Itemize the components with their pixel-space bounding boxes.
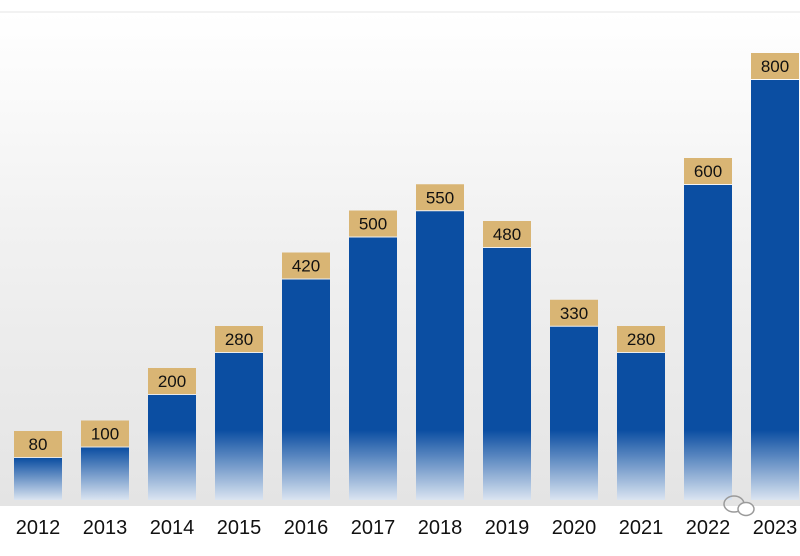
bar-reflection-2020: [550, 430, 598, 500]
bar-reflection-2013: [81, 447, 129, 500]
bar-reflection-2023: [751, 430, 799, 500]
data-labels-layer: 80 100 200 280 420 500 550 480 330 280 600 800: [14, 53, 799, 457]
x-tick-2021: 2021: [619, 517, 664, 539]
bar-reflection-2016: [282, 430, 330, 500]
data-label-box-2017: [349, 210, 397, 237]
data-label-box-2018: [416, 184, 464, 211]
data-label-box-2019: [483, 221, 531, 247]
data-label-2022: 600: [694, 162, 722, 181]
data-label-2017: 500: [359, 215, 387, 234]
data-label-2020: 330: [560, 304, 588, 323]
x-tick-2012: 2012: [16, 517, 61, 539]
bars-layer: [14, 80, 799, 500]
x-tick-2016: 2016: [284, 517, 329, 539]
data-label-2023: 800: [761, 57, 789, 76]
data-label-box-2022: [684, 158, 732, 184]
data-label-box-2012: [14, 431, 62, 457]
data-label-2021: 280: [627, 330, 655, 349]
plot-background: [0, 12, 800, 506]
data-label-2016: 420: [292, 257, 320, 276]
data-label-box-2015: [215, 326, 263, 352]
data-label-2014: 200: [158, 372, 186, 391]
bar-reflection-2018: [416, 430, 464, 500]
data-label-box-2023: [751, 53, 799, 79]
x-tick-2018: 2018: [418, 517, 463, 539]
data-label-2013: 100: [91, 425, 119, 444]
data-label-2012: 80: [29, 435, 48, 454]
x-axis-ticks: 2012 2013 2014 2015 2016 2017 2018 2019 2020 2021…: [16, 517, 798, 539]
bar-reflection-2012: [14, 458, 62, 500]
bar-reflection-2015: [215, 430, 263, 500]
data-label-box-2016: [282, 252, 330, 279]
x-tick-2020: 2020: [552, 517, 597, 539]
x-tick-2014: 2014: [150, 517, 195, 539]
data-label-box-2020: [550, 299, 598, 326]
x-tick-2019: 2019: [485, 517, 530, 539]
data-label-2015: 280: [225, 330, 253, 349]
x-tick-2017: 2017: [351, 517, 396, 539]
x-tick-2015: 2015: [217, 517, 262, 539]
x-tick-2022: 2022: [686, 517, 731, 539]
x-tick-2013: 2013: [83, 517, 128, 539]
bar-reflection-2017: [349, 430, 397, 500]
watermark-logo: [723, 495, 755, 517]
data-label-box-2021: [617, 326, 665, 352]
bar-reflection-2022: [684, 430, 732, 500]
x-tick-2023: 2023: [753, 517, 798, 539]
bar-reflection-2021: [617, 430, 665, 500]
data-label-2018: 550: [426, 188, 454, 207]
bar-reflection-2019: [483, 430, 531, 500]
data-label-box-2013: [81, 420, 129, 447]
data-label-2019: 480: [493, 225, 521, 244]
data-label-box-2014: [148, 368, 196, 394]
bar-reflection-2014: [148, 430, 196, 500]
